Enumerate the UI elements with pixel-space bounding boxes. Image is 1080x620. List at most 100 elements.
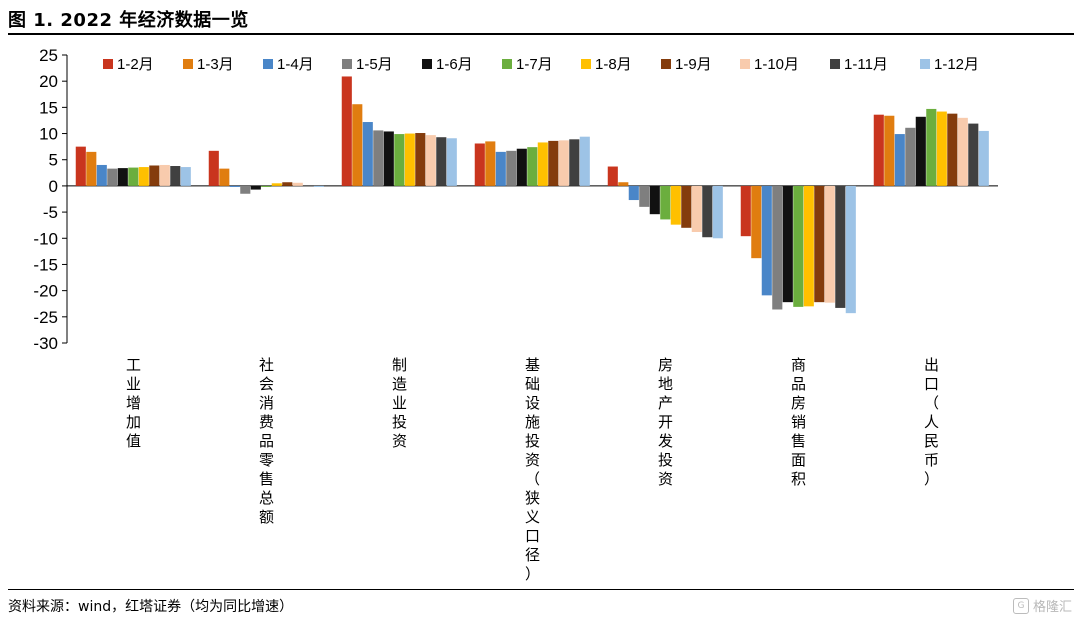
legend-swatch bbox=[342, 59, 352, 69]
bar bbox=[607, 166, 618, 186]
bar bbox=[474, 143, 485, 186]
legend-label: 1-6月 bbox=[436, 56, 473, 73]
bar bbox=[436, 137, 447, 186]
bar bbox=[75, 146, 86, 186]
legend-swatch bbox=[920, 59, 930, 69]
source-note: 资料来源：wind，红塔证券（均为同比增速） bbox=[8, 599, 294, 615]
legend-swatch bbox=[183, 59, 193, 69]
category-label: 制造业投资 bbox=[392, 356, 407, 450]
category-label: 基础设施投资（狭义口径） bbox=[525, 356, 540, 583]
legend-swatch bbox=[502, 59, 512, 69]
bar bbox=[873, 114, 884, 186]
bar bbox=[149, 165, 160, 186]
bar bbox=[814, 185, 825, 303]
legend-swatch bbox=[263, 59, 273, 69]
bar bbox=[425, 135, 436, 186]
legend-label: 1-10月 bbox=[754, 56, 799, 73]
legend-swatch bbox=[422, 59, 432, 69]
legend-label: 1-9月 bbox=[675, 56, 712, 73]
bar bbox=[978, 130, 989, 186]
bar bbox=[282, 182, 293, 186]
bar bbox=[740, 185, 751, 237]
watermark: G 格隆汇 bbox=[1012, 596, 1072, 615]
bar bbox=[128, 167, 139, 186]
legend-label: 1-2月 bbox=[117, 56, 154, 73]
bar bbox=[313, 185, 324, 187]
legend-label: 1-4月 bbox=[277, 56, 314, 73]
category-label: 商品房销售面积 bbox=[791, 356, 806, 488]
legend-swatch bbox=[661, 59, 671, 69]
bar bbox=[250, 185, 261, 190]
bar bbox=[495, 151, 506, 186]
bar bbox=[404, 133, 415, 186]
bar bbox=[702, 185, 713, 238]
bar bbox=[649, 185, 660, 215]
legend-label: 1-11月 bbox=[844, 56, 888, 73]
category-label: 房地产开发投资 bbox=[658, 356, 673, 488]
y-tick-label: 0 bbox=[49, 177, 58, 196]
y-tick-label: -10 bbox=[33, 229, 58, 248]
bar bbox=[537, 142, 548, 186]
legend-swatch bbox=[581, 59, 591, 69]
bar bbox=[670, 185, 681, 225]
bar bbox=[208, 150, 219, 186]
y-tick-label: -30 bbox=[33, 334, 58, 353]
bar bbox=[240, 185, 251, 194]
bar bbox=[884, 115, 895, 186]
bar bbox=[527, 147, 538, 186]
legend-swatch bbox=[740, 59, 750, 69]
bar bbox=[639, 185, 650, 207]
bars-layer bbox=[75, 76, 989, 314]
bar bbox=[926, 108, 937, 186]
bar bbox=[915, 116, 926, 186]
bar bbox=[782, 185, 793, 303]
bar bbox=[96, 164, 107, 186]
bar bbox=[303, 185, 314, 187]
legend-label: 1-7月 bbox=[516, 56, 553, 73]
legend-label: 1-12月 bbox=[934, 56, 979, 73]
bar bbox=[835, 185, 846, 308]
y-tick-label: -5 bbox=[43, 203, 58, 222]
bar bbox=[261, 185, 272, 187]
bar bbox=[761, 185, 772, 296]
bar bbox=[793, 185, 804, 307]
bar bbox=[373, 130, 384, 186]
legend: 1-2月 1-3月 1-4月 1-5月 1-6月 1-7月 1-8月 1-9月 1-10月 1-1… bbox=[103, 56, 979, 73]
y-tick-label: 25 bbox=[39, 46, 58, 65]
bar bbox=[138, 167, 149, 186]
bar bbox=[579, 136, 590, 186]
bar bbox=[107, 168, 118, 186]
footer-rule bbox=[8, 589, 1074, 590]
bar bbox=[341, 76, 352, 186]
bar bbox=[506, 150, 517, 186]
bar bbox=[117, 168, 128, 186]
bar bbox=[968, 123, 979, 186]
bar bbox=[569, 139, 580, 186]
bar bbox=[905, 127, 916, 186]
bar bbox=[159, 164, 170, 186]
y-tick-label: -15 bbox=[33, 255, 58, 274]
bar bbox=[271, 183, 282, 186]
bar bbox=[936, 111, 947, 186]
category-label: 出口（人民币） bbox=[924, 356, 939, 488]
figure-title: 图 1. 2022 年经济数据一览 bbox=[8, 10, 249, 31]
bar bbox=[751, 185, 762, 259]
bar bbox=[362, 122, 373, 186]
bar bbox=[170, 166, 181, 186]
bar bbox=[957, 117, 968, 186]
legend-swatch bbox=[103, 59, 113, 69]
y-tick-label: 5 bbox=[49, 151, 58, 170]
y-tick-label: -20 bbox=[33, 282, 58, 301]
legend-swatch bbox=[830, 59, 840, 69]
category-label: 工业增加值 bbox=[126, 356, 141, 450]
y-tick-label: -25 bbox=[33, 308, 58, 327]
bar bbox=[558, 140, 569, 186]
bar bbox=[86, 151, 97, 186]
watermark-logo-icon: G bbox=[1012, 597, 1029, 614]
category-label: 社会消费品零售总额 bbox=[259, 356, 274, 526]
bar bbox=[180, 167, 191, 186]
bar bbox=[548, 140, 559, 186]
bar bbox=[772, 185, 783, 310]
legend-label: 1-8月 bbox=[595, 56, 632, 73]
y-tick-label: 15 bbox=[39, 98, 58, 117]
